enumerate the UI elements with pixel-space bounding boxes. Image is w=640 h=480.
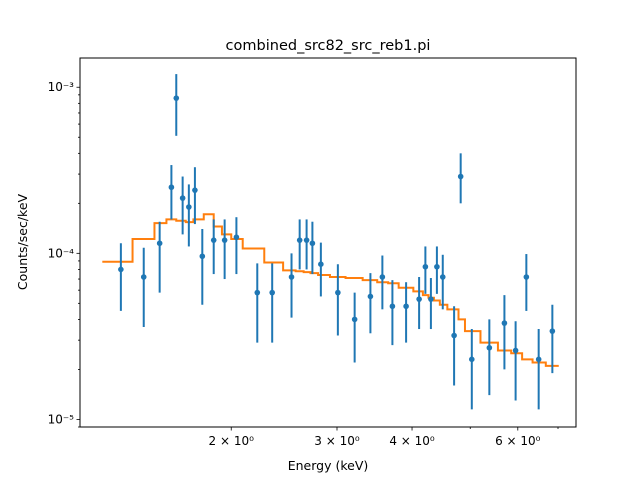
- y-tick-label: 10⁻⁴: [48, 246, 75, 260]
- data-point-28: [428, 296, 434, 302]
- data-point-7: [186, 204, 192, 210]
- data-point-23: [379, 274, 386, 280]
- data-point-36: [512, 347, 519, 354]
- x-tick-label: 2 × 10⁰: [209, 434, 255, 448]
- data-point-4: [168, 184, 175, 191]
- x-tick-label: 4 × 10⁰: [389, 434, 435, 448]
- data-point-33: [469, 356, 475, 363]
- chart-title: combined_src82_src_reb1.pi: [226, 38, 431, 54]
- data-point-8: [192, 187, 198, 193]
- data-point-12: [233, 234, 240, 241]
- data-point-34: [486, 344, 493, 351]
- x-tick-label: 3 × 10⁰: [314, 434, 360, 448]
- axes: 10⁻⁵ 10⁻⁴ 10⁻³ 2 × 10⁰ 3 × 10⁰ 4 × 10⁰ 6 × 10⁰: [48, 57, 577, 448]
- data-point-25: [403, 303, 409, 310]
- axes-frame: [79, 57, 577, 428]
- data-point-3: [156, 240, 163, 247]
- x-tick-label: 6 × 10⁰: [495, 434, 541, 448]
- y-tick-label: 10⁻⁵: [48, 412, 75, 426]
- data-point-1: [118, 266, 124, 273]
- data-point-21: [351, 316, 358, 323]
- data-point-37: [523, 274, 530, 280]
- data-point-35: [501, 320, 508, 326]
- data-point-26: [416, 296, 422, 302]
- data-point-27: [422, 263, 429, 270]
- data-point-24: [389, 303, 396, 310]
- x-axis-label: Energy (keV): [288, 458, 369, 473]
- data-point-11: [221, 237, 228, 243]
- data-point-10: [210, 237, 217, 243]
- data-point-13: [254, 289, 261, 296]
- data-point-39: [549, 328, 556, 334]
- data-point-30: [439, 274, 446, 280]
- data-point-14: [269, 289, 275, 296]
- data-point-29: [434, 263, 440, 270]
- data-point-31: [451, 332, 457, 339]
- y-axis-label: Counts/sec/keV: [15, 193, 30, 290]
- data-point-22: [367, 293, 374, 300]
- data-point-38: [535, 356, 542, 363]
- data-point-15: [288, 274, 295, 280]
- data-point-2: [140, 274, 147, 280]
- data-point-16: [296, 237, 303, 243]
- y-tick-label: 10⁻³: [48, 80, 75, 94]
- data-point-18: [309, 240, 316, 247]
- data-point-5: [173, 95, 180, 101]
- data-point-6: [179, 195, 186, 201]
- data-point-9: [199, 253, 206, 260]
- data-point-20: [335, 289, 341, 296]
- data-point-17: [303, 237, 310, 243]
- plot-area: [102, 74, 559, 410]
- data-point-32: [457, 173, 464, 180]
- data-point-19: [318, 261, 324, 268]
